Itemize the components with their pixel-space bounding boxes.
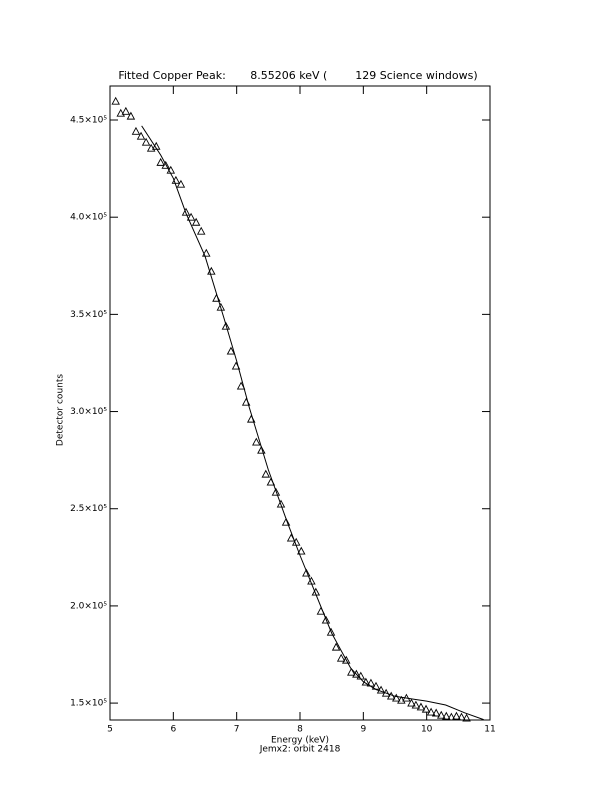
triangle-marker	[136, 131, 146, 140]
triangle-marker	[436, 710, 446, 719]
triangle-marker	[236, 381, 246, 390]
triangle-marker	[252, 437, 261, 446]
triangle-marker	[226, 346, 236, 355]
triangle-marker	[392, 693, 401, 702]
triangle-marker	[462, 713, 471, 722]
triangle-marker	[111, 96, 120, 105]
y-tick-label: 1.5×10⁵	[70, 699, 107, 709]
triangle-marker	[257, 445, 266, 454]
y-tick-label: 2.5×10⁵	[70, 504, 107, 514]
triangle-marker	[196, 226, 206, 235]
triangle-marker	[271, 487, 281, 496]
triangle-marker	[216, 302, 226, 311]
triangle-marker	[331, 642, 341, 651]
triangle-marker	[131, 126, 141, 135]
triangle-marker	[352, 669, 361, 678]
chart-title: Fitted Copper Peak: 8.55206 keV ( 129 Sc…	[118, 69, 477, 82]
triangle-marker	[411, 700, 421, 709]
triangle-marker	[416, 702, 426, 711]
x-tick-label: 10	[421, 725, 433, 735]
triangle-marker	[191, 217, 201, 226]
x-tick-label: 5	[107, 725, 113, 735]
triangle-marker	[261, 469, 271, 478]
x-axis-label: Energy (keV)	[271, 736, 329, 746]
triangle-marker	[141, 137, 151, 146]
triangle-marker	[186, 212, 196, 221]
triangle-marker	[276, 499, 286, 508]
triangle-marker	[302, 568, 311, 577]
triangle-marker	[176, 179, 186, 188]
y-tick-label: 3.0×10⁵	[70, 407, 107, 417]
triangle-marker	[326, 627, 336, 636]
triangle-marker	[181, 207, 191, 216]
triangle-marker	[341, 655, 351, 664]
triangle-marker	[146, 143, 156, 152]
triangle-marker	[447, 712, 456, 721]
triangle-marker	[452, 711, 461, 720]
x-tick-label: 6	[170, 725, 176, 735]
triangle-marker	[426, 707, 436, 716]
triangle-marker	[421, 704, 431, 713]
subtitle: Jemx2: orbit 2418	[259, 745, 341, 755]
x-tick-label: 9	[360, 725, 366, 735]
fit-line	[141, 125, 484, 721]
x-tick-label: 11	[484, 725, 495, 735]
plot-frame	[109, 85, 491, 721]
triangle-marker	[431, 708, 441, 717]
triangle-marker	[126, 111, 136, 120]
x-tick-label: 7	[234, 725, 240, 735]
triangle-marker	[221, 321, 231, 330]
y-axis-label: Detector counts	[56, 374, 66, 446]
triangle-marker	[156, 157, 165, 166]
x-tick-label: 8	[297, 725, 303, 735]
triangle-marker	[407, 698, 416, 707]
triangle-marker	[457, 712, 466, 721]
triangle-marker	[281, 517, 291, 526]
triangle-marker	[297, 546, 306, 555]
triangle-marker	[321, 615, 331, 624]
triangle-marker	[202, 248, 211, 257]
triangle-marker	[376, 685, 386, 694]
triangle-marker	[161, 160, 170, 169]
triangle-marker	[116, 108, 126, 117]
y-tick-label: 4.0×10⁵	[70, 213, 107, 223]
y-tick-label: 3.5×10⁵	[70, 310, 107, 320]
triangle-marker	[442, 711, 451, 720]
y-tick-label: 2.0×10⁵	[70, 601, 107, 611]
triangle-marker	[121, 106, 131, 115]
y-tick-label: 4.5×10⁵	[70, 116, 107, 126]
triangle-marker	[336, 653, 346, 662]
triangle-marker	[347, 667, 356, 676]
